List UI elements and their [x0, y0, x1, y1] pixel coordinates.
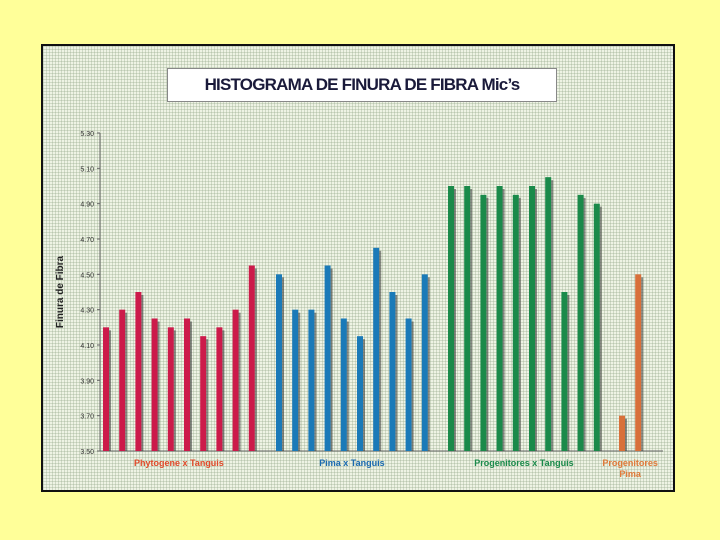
bar-shadow	[363, 339, 365, 451]
bar	[593, 203, 600, 451]
bar-shadow	[298, 312, 301, 451]
bar	[421, 274, 428, 451]
bar	[619, 415, 625, 451]
bar-shadow	[518, 197, 521, 451]
y-tick-label: 4.50	[80, 272, 94, 279]
bar-shadow	[379, 250, 382, 451]
bar-shadow	[206, 339, 209, 451]
bar	[389, 292, 396, 451]
bar-shadow	[625, 418, 627, 451]
bar-shadow	[502, 189, 505, 451]
bar	[324, 265, 331, 451]
bar-shadow	[551, 180, 554, 451]
bar-shadow	[254, 268, 257, 451]
bar	[103, 327, 109, 451]
bar	[577, 194, 584, 452]
bar-shadow	[599, 206, 602, 451]
x-group-label: Phytogene x Tanguis	[134, 458, 224, 468]
bar	[167, 327, 174, 451]
y-axis-label: Finura de Fibra	[55, 255, 66, 328]
y-tick-label: 4.30	[80, 308, 94, 315]
bar-shadow	[173, 330, 176, 451]
y-tick-label: 4.70	[80, 237, 94, 244]
y-tick-label: 3.70	[80, 414, 94, 421]
bar-shadow	[238, 312, 241, 451]
bar	[135, 292, 142, 451]
bar-shadow	[395, 295, 398, 451]
bar-shadow	[346, 321, 349, 451]
bar-shadow	[157, 321, 160, 451]
bar	[276, 274, 282, 451]
y-tick-label: 4.10	[80, 343, 94, 350]
bar	[512, 194, 519, 452]
bar	[248, 265, 255, 451]
bar-shadow	[454, 189, 456, 451]
y-tick-label: 5.30	[80, 131, 94, 138]
bar	[635, 274, 642, 451]
bar	[561, 292, 568, 451]
bar-shadow	[330, 268, 333, 451]
bar	[545, 177, 552, 451]
bar	[464, 186, 471, 451]
bar	[119, 309, 126, 451]
x-group-label: Progenitores x Tanguis	[474, 458, 573, 468]
bar-shadow	[282, 277, 284, 451]
bar	[216, 327, 223, 451]
bar-shadow	[109, 330, 111, 451]
chart-svg: 3.50 3.70 3.90 4.10 4.30 4.50 4.70 4.90 5.10 5.30…	[55, 131, 663, 479]
bar	[308, 309, 315, 451]
x-group-label: Progenitores Pima	[602, 458, 658, 479]
y-tick-label: 3.90	[80, 378, 94, 385]
bar-shadow	[411, 321, 414, 451]
y-tick-label: 4.90	[80, 202, 94, 209]
chart-title-box: HISTOGRAMA DE FINURA DE FIBRA Mic’s	[167, 68, 557, 102]
y-tick-label: 5.10	[80, 166, 94, 173]
bar	[529, 186, 535, 451]
bar	[340, 318, 347, 451]
bar-shadow	[567, 295, 570, 451]
y-tick-label: 3.50	[80, 449, 94, 456]
bar	[405, 318, 412, 451]
chart-title: HISTOGRAMA DE FINURA DE FIBRA Mic’s	[204, 75, 521, 94]
bar-shadow	[486, 197, 489, 451]
bar	[292, 309, 299, 451]
bar	[151, 318, 158, 451]
bar-shadow	[125, 312, 128, 451]
bar-shadow	[583, 197, 586, 451]
x-group-label: Pima x Tanguis	[319, 458, 384, 468]
bar	[232, 309, 239, 451]
bar-shadow	[222, 330, 225, 451]
bar-shadow	[190, 321, 192, 451]
bar	[496, 186, 503, 451]
bar-shadow	[141, 295, 144, 451]
bar	[357, 336, 363, 451]
bar-shadow	[641, 277, 644, 451]
bar-shadow	[535, 189, 537, 451]
bar	[373, 247, 380, 451]
bar	[200, 336, 207, 451]
bar	[184, 318, 190, 451]
bar-shadow	[314, 312, 317, 451]
bar	[448, 186, 454, 451]
chart-panel: HISTOGRAMA DE FINURA DE FIBRA Mic’s 3.50…	[41, 44, 675, 492]
bar-shadow	[470, 189, 473, 451]
bar	[480, 194, 487, 452]
bar-shadow	[427, 277, 430, 451]
